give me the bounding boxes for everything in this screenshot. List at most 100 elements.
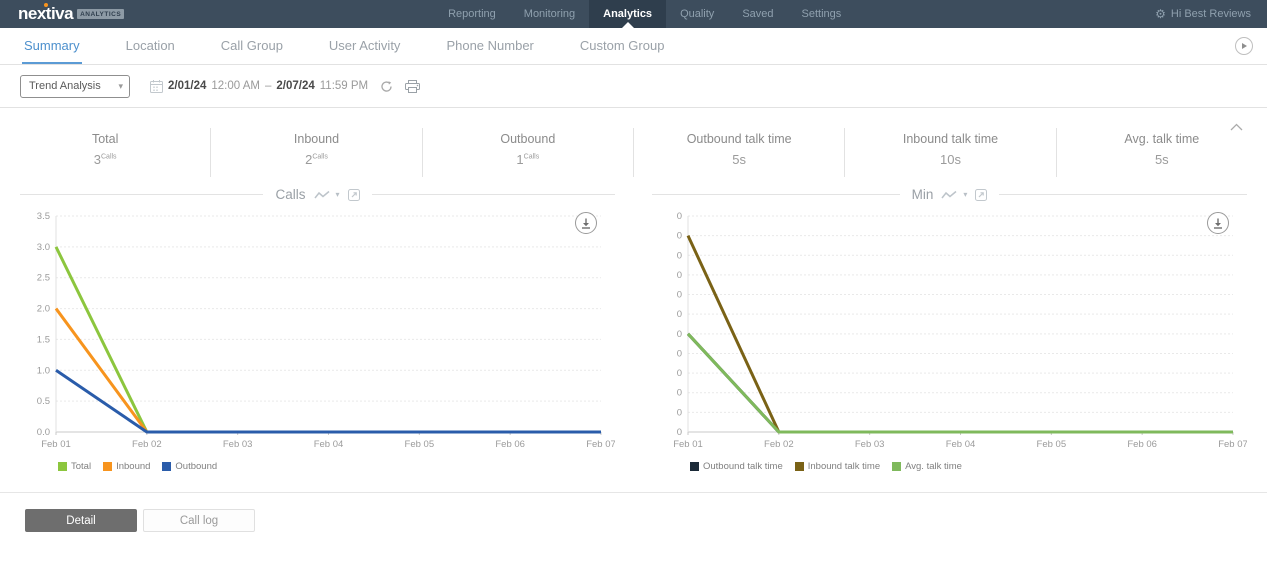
- stat-outbound: Outbound 1Calls: [421, 128, 633, 177]
- stat-label: Outbound talk time: [686, 132, 792, 146]
- tab-phone-number[interactable]: Phone Number: [446, 37, 534, 53]
- stat-inbound: Inbound 2Calls: [210, 128, 421, 177]
- svg-text:Feb 02: Feb 02: [764, 439, 794, 450]
- svg-text:3.5: 3.5: [37, 211, 50, 222]
- nav-item-quality[interactable]: Quality: [680, 8, 715, 20]
- svg-text:Feb 01: Feb 01: [673, 439, 703, 450]
- legend-swatch: [162, 462, 172, 471]
- svg-text:Feb 04: Feb 04: [314, 439, 344, 450]
- line-chart-type-icon[interactable]: [941, 190, 957, 200]
- collapse-stats-button[interactable]: [1230, 118, 1243, 136]
- summary-stats-section: Total 3Calls Inbound 2Calls Outbound 1Ca…: [0, 108, 1267, 181]
- expand-chart-button[interactable]: [347, 188, 360, 201]
- svg-text:1.0: 1.0: [37, 365, 50, 376]
- svg-text:0: 0: [677, 388, 682, 399]
- calls-chart-legend: Total Inbound Outbound: [58, 461, 615, 472]
- legend-item-total[interactable]: Total: [58, 461, 91, 472]
- tab-location[interactable]: Location: [125, 37, 175, 53]
- calls-chart-panel: Calls ▾ 0.0 0.5 1.0 1: [20, 181, 616, 472]
- svg-text:0: 0: [677, 270, 682, 281]
- stat-outbound-talk-time: Outbound talk time 5s: [632, 128, 844, 177]
- date-range-picker[interactable]: 2/01/24 12:00 AM – 2/07/24 11:59 PM: [150, 79, 368, 93]
- nav-item-reporting[interactable]: Reporting: [448, 8, 496, 20]
- chart-title: Calls: [275, 187, 306, 202]
- svg-text:Feb 06: Feb 06: [495, 439, 525, 450]
- summary-stats: Total 3Calls Inbound 2Calls Outbound 1Ca…: [0, 128, 1267, 177]
- nav-item-settings[interactable]: Settings: [801, 8, 842, 20]
- download-chart-button[interactable]: [1207, 212, 1229, 234]
- legend-item-outbound[interactable]: Outbound: [162, 461, 217, 472]
- stat-total: Total 3Calls: [0, 128, 210, 177]
- chevron-up-icon: [1230, 123, 1243, 131]
- stat-label: Avg. talk time: [1124, 132, 1200, 146]
- stat-value: 2Calls: [305, 152, 328, 167]
- report-type-select[interactable]: Trend Analysis ▾: [20, 74, 130, 98]
- stat-avg-talk-time: Avg. talk time 5s: [1055, 128, 1267, 177]
- svg-text:1.5: 1.5: [37, 334, 50, 345]
- stat-value: 3Calls: [93, 152, 117, 167]
- legend-swatch: [58, 462, 67, 471]
- logo-dot: [44, 3, 48, 7]
- section-tabs: Summary Location Call Group User Activit…: [0, 28, 1267, 65]
- detail-button[interactable]: Detail: [25, 509, 137, 532]
- legend-item-inbound-talk-time[interactable]: Inbound talk time: [794, 461, 881, 472]
- svg-text:Feb 06: Feb 06: [1127, 439, 1157, 450]
- stat-unit: Calls: [523, 153, 540, 161]
- tab-summary[interactable]: Summary: [22, 28, 82, 64]
- gear-icon: ⚙: [1155, 7, 1166, 21]
- refresh-button[interactable]: [380, 80, 393, 93]
- nav-item-saved[interactable]: Saved: [742, 8, 774, 20]
- svg-text:0: 0: [677, 348, 682, 359]
- expand-chart-button[interactable]: [975, 188, 988, 201]
- divider: [999, 194, 1247, 195]
- stat-unit: Calls: [101, 153, 117, 161]
- svg-text:3.0: 3.0: [37, 242, 50, 253]
- refresh-icon: [381, 80, 392, 92]
- download-icon: [1214, 218, 1222, 229]
- tab-custom-group[interactable]: Custom Group: [579, 37, 665, 53]
- calls-chart: 0.0 0.5 1.0 1.5 2.0 2.5 3.0 3.5 Feb 01 Feb 02 Feb …: [20, 204, 616, 459]
- svg-text:Feb 04: Feb 04: [946, 439, 976, 450]
- main-nav: Reporting Monitoring Analytics Quality S…: [434, 0, 855, 28]
- calls-line-chart[interactable]: 0.0 0.5 1.0 1.5 2.0 2.5 3.0 3.5 Feb 01 Feb 02 Feb …: [20, 204, 616, 454]
- call-log-button[interactable]: Call log: [143, 509, 255, 532]
- download-chart-button[interactable]: [575, 212, 597, 234]
- calls-chart-header: Calls ▾: [20, 187, 615, 202]
- stat-label: Outbound: [500, 132, 556, 146]
- svg-text:2.0: 2.0: [37, 304, 50, 315]
- legend-item-inbound[interactable]: Inbound: [103, 461, 150, 472]
- active-nav-notch: [621, 22, 634, 28]
- legend-item-outbound-talk-time[interactable]: Outbound talk time: [690, 461, 783, 472]
- chart-type-caret-icon[interactable]: ▾: [335, 190, 340, 199]
- chart-type-caret-icon[interactable]: ▾: [963, 190, 968, 199]
- detail-actions: Detail Call log: [0, 493, 1267, 532]
- tab-user-activity[interactable]: User Activity: [328, 37, 401, 53]
- svg-text:0: 0: [677, 309, 682, 320]
- tabs-scroll-right-button[interactable]: [1235, 37, 1253, 55]
- line-chart-type-icon[interactable]: [313, 190, 330, 200]
- legend-label: Total: [71, 461, 92, 472]
- legend-label: Inbound talk time: [807, 461, 881, 472]
- stat-label: Inbound talk time: [902, 132, 999, 146]
- nav-item-analytics[interactable]: Analytics: [589, 0, 667, 28]
- chevron-down-icon: ▾: [118, 80, 123, 91]
- min-chart: 0 0 0 0 0 0 0 0 0 0 0 0 Feb 01 Feb 02 Feb 03 Feb 04 Feb …: [652, 204, 1248, 459]
- top-navbar: nextiva ANALYTICS Reporting Monitoring A…: [0, 0, 1267, 28]
- charts-row: Calls ▾ 0.0 0.5 1.0 1: [0, 181, 1267, 472]
- svg-text:0: 0: [677, 231, 682, 242]
- time-start: 12:00 AM: [211, 80, 260, 92]
- svg-text:0: 0: [677, 211, 682, 222]
- nextiva-logo[interactable]: nextiva ANALYTICS: [0, 0, 134, 28]
- logo-text: nextiva: [18, 4, 74, 23]
- user-menu[interactable]: ⚙ Hi Best Reviews: [1155, 0, 1267, 28]
- nav-item-monitoring[interactable]: Monitoring: [523, 8, 576, 20]
- date-end: 2/07/24: [276, 80, 315, 92]
- legend-item-avg-talk-time[interactable]: Avg. talk time: [892, 461, 962, 472]
- svg-text:0: 0: [677, 290, 682, 301]
- tab-call-group[interactable]: Call Group: [220, 37, 283, 53]
- print-button[interactable]: [405, 79, 421, 93]
- stat-value: 5s: [732, 152, 747, 167]
- logo-badge: ANALYTICS: [77, 9, 125, 19]
- svg-text:0: 0: [677, 407, 682, 418]
